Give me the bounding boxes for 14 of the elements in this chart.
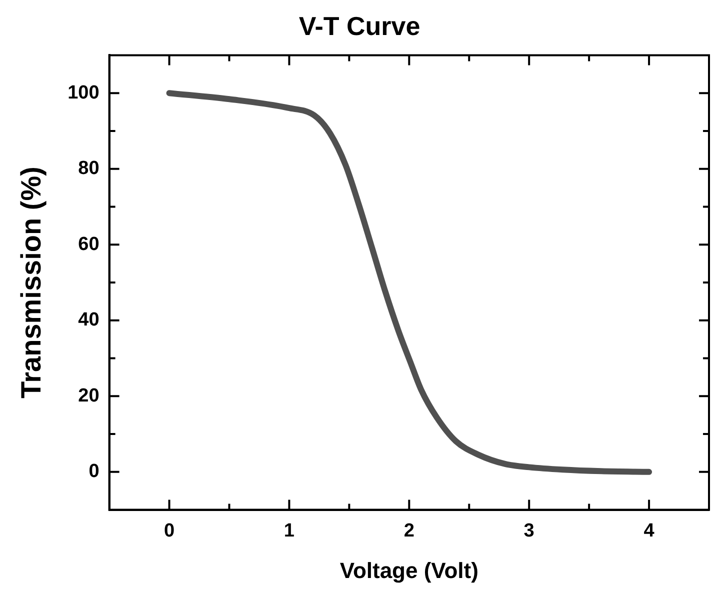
x-tick-label: 0 [164,520,175,542]
y-tick-label: 20 [78,385,100,406]
x-tick-label: 4 [644,520,655,542]
y-tick-label: 80 [78,158,100,180]
y-tick-label: 0 [88,461,100,482]
x-tick-label: 1 [284,520,295,542]
x-tick-label: 2 [404,520,414,542]
x-tick-label: 3 [524,520,534,542]
y-tick-label: 60 [78,234,100,255]
y-axis-title: Transmission (%) [16,166,47,398]
x-axis-title: Voltage (Volt) [340,558,478,583]
y-tick-label: 100 [68,82,100,104]
y-tick-label: 40 [78,310,100,331]
chart-title: V-T Curve [298,10,420,41]
